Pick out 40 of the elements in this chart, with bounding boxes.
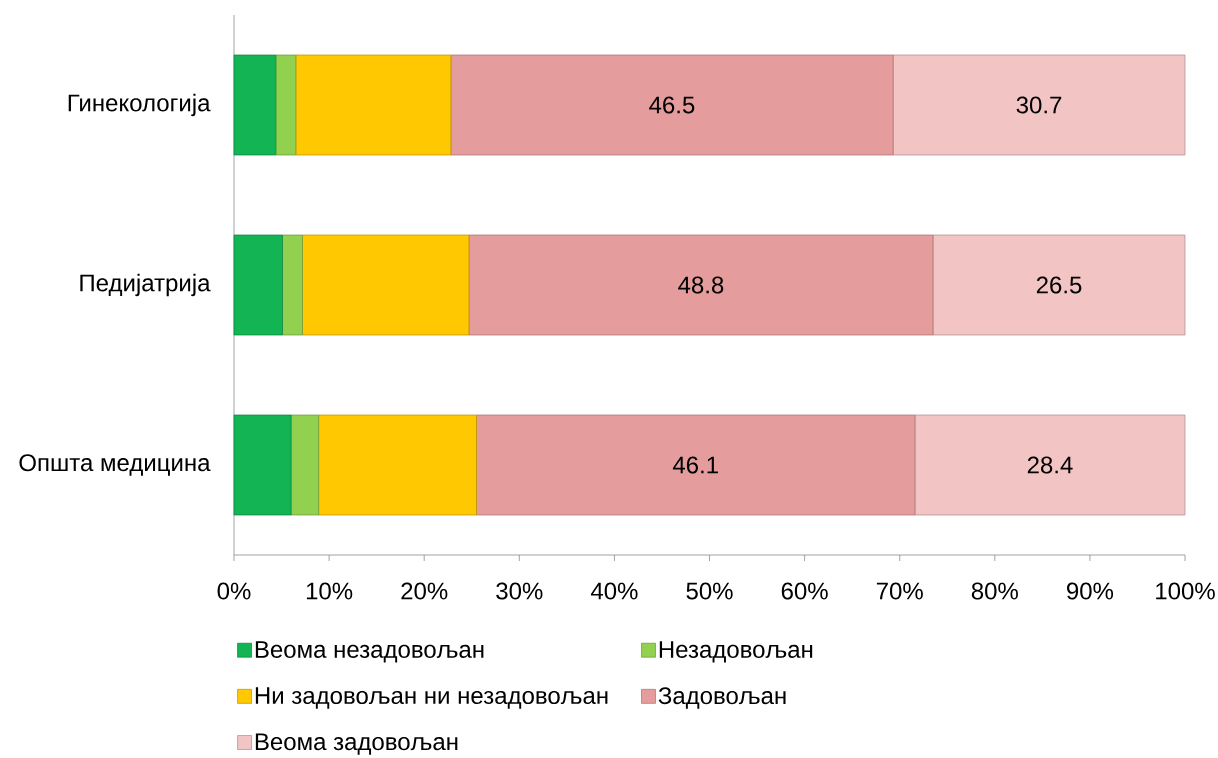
- x-tick-label: 0%: [217, 582, 251, 600]
- x-tick-label: 30%: [496, 582, 543, 600]
- bar: [233, 54, 277, 156]
- legend-label: Веома незадовољан: [255, 641, 484, 663]
- y-tick-label: Општа медицина: [19, 454, 211, 476]
- legend-label: Ни задовољан ни незадовољан: [255, 687, 608, 709]
- data-label: 46.1: [672, 456, 718, 474]
- bar: [468, 234, 934, 336]
- bar: [233, 234, 283, 336]
- x-tick-label: 10%: [306, 582, 353, 600]
- data-label: 48.8: [678, 276, 724, 294]
- bar: [282, 234, 303, 336]
- bar: [892, 54, 1186, 156]
- y-tick-label: Гинекологија: [68, 93, 211, 117]
- legend-label: Незадовољан: [659, 641, 813, 663]
- data-label: 26.5: [1036, 276, 1082, 294]
- bar: [295, 54, 452, 156]
- bar: [450, 54, 894, 156]
- data-label: 46.5: [649, 96, 695, 114]
- bar: [275, 54, 297, 156]
- bar: [290, 414, 319, 516]
- legend-label: Веома задовољан: [255, 733, 458, 755]
- x-tick-label: 80%: [971, 582, 1018, 600]
- x-tick-label: 70%: [876, 582, 923, 600]
- y-tick-label: Педијатрија: [80, 273, 211, 297]
- legend-label: Задовољан: [658, 687, 786, 709]
- bar: [932, 234, 1186, 336]
- bar: [233, 414, 292, 516]
- bar: [476, 414, 916, 516]
- x-tick-label: 50%: [686, 582, 733, 600]
- x-tick-label: 60%: [781, 582, 828, 600]
- data-label: 30.7: [1016, 96, 1062, 114]
- data-label: 28.4: [1027, 456, 1073, 474]
- x-tick-label: 40%: [590, 582, 638, 600]
- bar: [318, 414, 477, 516]
- bar: [914, 414, 1186, 516]
- x-tick-label: 20%: [401, 582, 448, 600]
- x-tick-label: 100%: [1156, 582, 1215, 600]
- bar: [302, 234, 470, 336]
- x-tick-label: 90%: [1067, 582, 1114, 600]
